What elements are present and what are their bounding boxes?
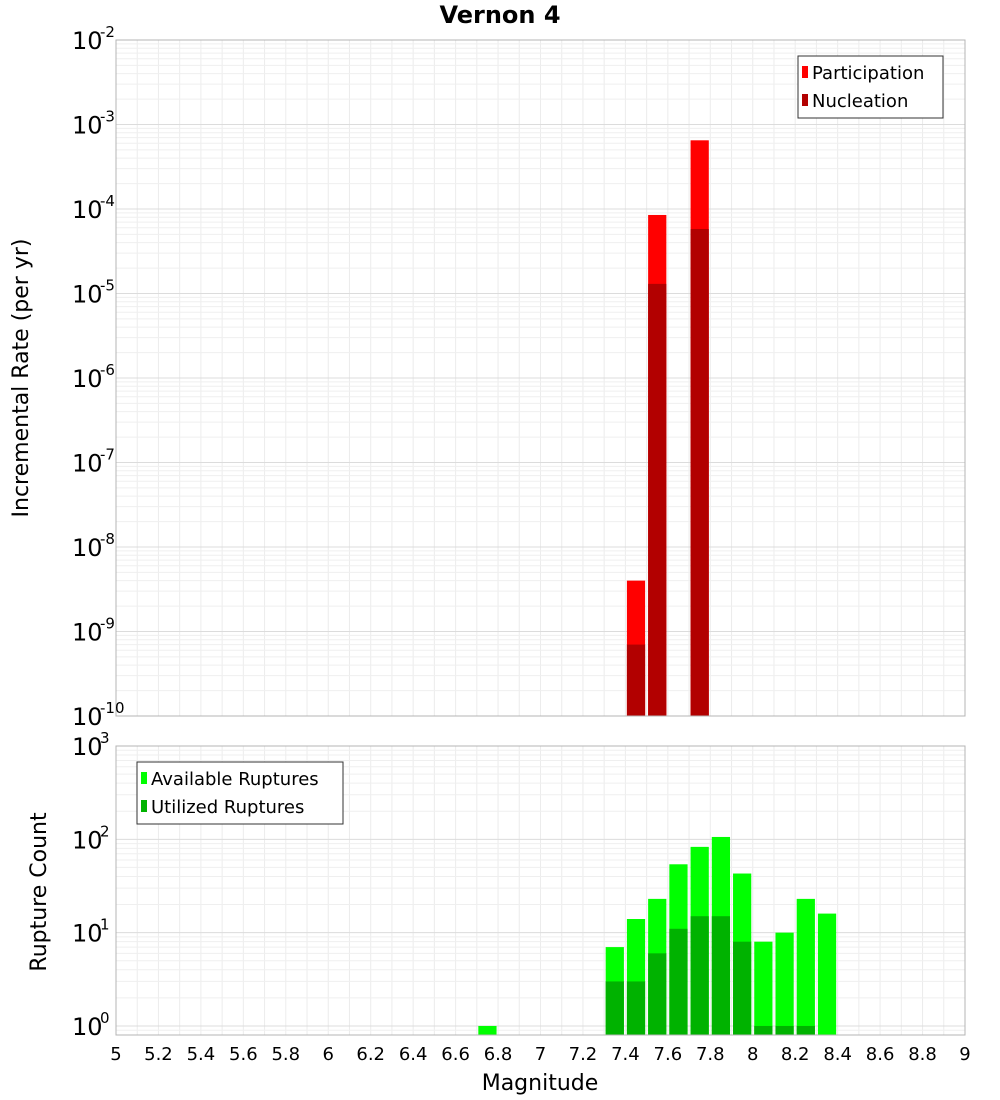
bottom-y-axis-label: Rupture Count: [27, 812, 52, 972]
bottom-bar-utilized-ruptures: [796, 1025, 815, 1035]
bottom-legend-label: Available Ruptures: [151, 769, 319, 790]
bottom-bar-available-ruptures: [754, 941, 773, 1035]
bottom-bar-utilized-ruptures: [754, 1025, 773, 1035]
top-y-tick-label: 10: [72, 112, 103, 140]
bottom-bar-available-ruptures: [478, 1025, 497, 1035]
top-bar-nucleation: [648, 283, 667, 716]
bottom-y-tick-exponent: 0: [100, 1009, 110, 1027]
x-tick-label: 7.6: [654, 1044, 683, 1065]
top-legend-label: Nucleation: [812, 91, 908, 112]
bottom-bar-utilized-ruptures: [626, 981, 646, 1035]
x-tick-label: 7.4: [611, 1044, 640, 1065]
x-tick-label: 5.2: [144, 1044, 173, 1065]
top-y-axis-label: Incremental Rate (per yr): [9, 239, 34, 518]
x-tick-label: 9: [959, 1044, 970, 1065]
x-tick-label: 6.8: [484, 1044, 513, 1065]
bottom-y-tick-label: 10: [72, 826, 103, 854]
bottom-legend-swatch: [141, 800, 147, 812]
bottom-bar-utilized-ruptures: [690, 916, 709, 1035]
x-tick-label: 8: [747, 1044, 758, 1065]
top-y-tick-label: 10: [72, 196, 103, 224]
bottom-legend-box: [136, 761, 344, 825]
top-y-tick-label: 10: [72, 703, 103, 731]
x-tick-label: 8.2: [781, 1044, 810, 1065]
top-y-tick-label: 10: [72, 450, 103, 478]
bottom-bar-utilized-ruptures: [669, 928, 688, 1035]
top-y-tick-label: 10: [72, 281, 103, 309]
bottom-bar-utilized-ruptures: [648, 953, 667, 1035]
bottom-bar-available-ruptures: [775, 932, 794, 1035]
top-y-tick-label: 10: [72, 27, 103, 55]
top-bar-nucleation: [690, 228, 709, 716]
top-y-tick-exponent: -8: [100, 530, 115, 548]
x-tick-label: 5.8: [271, 1044, 300, 1065]
bottom-legend: Available Ruptures Utilized Ruptures: [136, 761, 344, 825]
top-legend-label: Participation: [812, 63, 924, 84]
x-tick-label: 5.6: [229, 1044, 258, 1065]
bottom-y-tick-exponent: 1: [100, 916, 110, 934]
bottom-legend-swatch: [141, 772, 147, 784]
bottom-bar-utilized-ruptures: [733, 941, 752, 1035]
top-legend-swatch: [802, 66, 808, 78]
bottom-plot-border: [115, 745, 966, 1036]
bottom-y-tick-exponent: 2: [100, 822, 110, 840]
x-tick-label: 8.6: [866, 1044, 895, 1065]
top-y-tick-exponent: -10: [100, 699, 125, 717]
rate-panel: 10-1010-910-810-710-610-510-410-310-2Par…: [72, 23, 966, 731]
top-y-tick-exponent: -5: [100, 277, 115, 295]
x-tick-label: 6.4: [399, 1044, 428, 1065]
bottom-bar-utilized-ruptures: [775, 1025, 794, 1035]
x-tick-label: 5.4: [187, 1044, 216, 1065]
x-tick-label: 8.4: [823, 1044, 852, 1065]
top-y-tick-exponent: -3: [100, 108, 115, 126]
x-tick-label: 6: [323, 1044, 334, 1065]
top-y-tick-exponent: -6: [100, 361, 115, 379]
top-y-tick-exponent: -9: [100, 615, 115, 633]
x-tick-label: 7.2: [569, 1044, 598, 1065]
top-legend-swatch: [802, 94, 808, 106]
bottom-legend-label: Utilized Ruptures: [151, 797, 304, 818]
bottom-y-tick-exponent: 3: [100, 729, 110, 747]
top-y-tick-exponent: -7: [100, 446, 115, 464]
top-y-tick-exponent: -2: [100, 23, 115, 41]
top-y-tick-label: 10: [72, 534, 103, 562]
bottom-bar-available-ruptures: [796, 898, 815, 1035]
top-legend-box: [797, 55, 944, 119]
chart-title: Vernon 4: [439, 1, 560, 29]
x-axis-label: Magnitude: [482, 1071, 599, 1096]
bottom-bar-utilized-ruptures: [605, 981, 624, 1035]
bottom-y-tick-label: 10: [72, 920, 103, 948]
top-bar-nucleation: [626, 644, 646, 716]
bottom-y-tick-label: 10: [72, 733, 103, 761]
x-tick-label: 7.8: [696, 1044, 725, 1065]
bottom-bar-utilized-ruptures: [711, 916, 731, 1035]
top-plot-border: [115, 39, 966, 717]
x-tick-label: 7: [535, 1044, 546, 1065]
top-y-tick-exponent: -4: [100, 192, 115, 210]
top-y-tick-label: 10: [72, 619, 103, 647]
bottom-bar-available-ruptures: [817, 913, 837, 1035]
x-tick-label: 8.8: [908, 1044, 937, 1065]
top-y-tick-label: 10: [72, 365, 103, 393]
x-tick-label: 6.2: [356, 1044, 385, 1065]
x-tick-label: 5: [110, 1044, 121, 1065]
bottom-y-tick-label: 10: [72, 1013, 103, 1041]
x-tick-label: 6.6: [441, 1044, 470, 1065]
top-legend: Participation Nucleation: [797, 55, 944, 119]
